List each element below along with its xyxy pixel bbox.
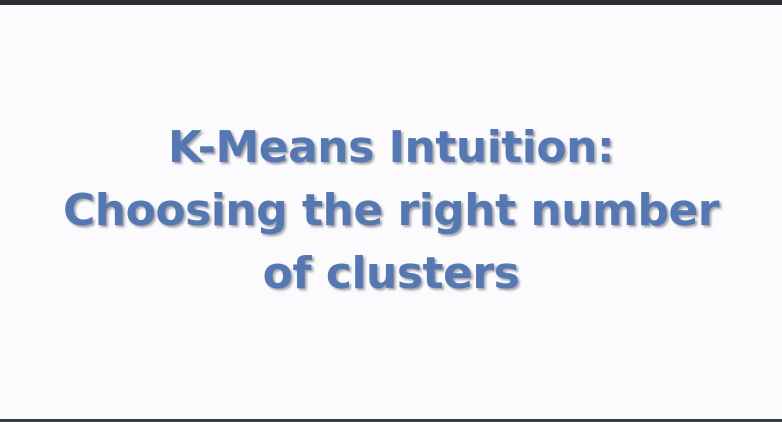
top-frame-bar — [0, 0, 782, 5]
slide-canvas — [0, 5, 782, 419]
slide-title-line-3: of clusters — [262, 248, 520, 299]
slide-title-line-2: Choosing the right number — [63, 185, 720, 236]
slide-title: K-Means Intuition: Choosing the right nu… — [0, 116, 782, 305]
slide-title-line-1: K-Means Intuition: — [167, 122, 615, 173]
bottom-frame-bar — [0, 419, 782, 422]
